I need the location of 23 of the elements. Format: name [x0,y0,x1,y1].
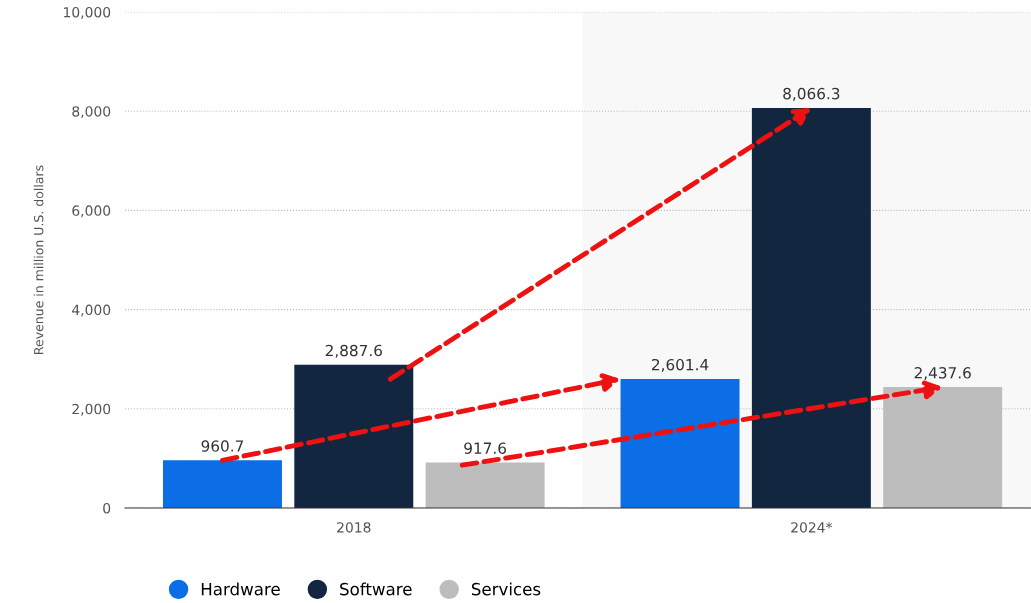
y-tick-label: 0 [103,502,111,514]
y-tick-label: 4,000 [72,304,111,317]
data-label: 917.6 [464,442,507,454]
legend-label: Hardware [201,582,280,596]
bar [294,364,414,508]
x-tick-label: 2024* [791,522,833,533]
legend-label: Software [340,582,412,596]
y-axis-title: Revenue in million U.S. dollars [33,165,44,354]
bar [620,378,740,508]
y-tick-label: 10,000 [64,6,111,19]
legend-label: Services [471,582,541,596]
bar [162,460,282,508]
data-label: 2,437.6 [914,367,971,381]
data-label: 2,887.6 [325,344,382,358]
data-label: 2,601.4 [652,358,709,373]
y-tick-label: 2,000 [72,403,111,416]
data-label: 960.7 [201,440,244,452]
bar [751,107,871,508]
y-tick-label: 6,000 [72,205,111,218]
data-label: 8,066.3 [783,87,840,101]
bar [425,462,545,508]
y-tick-label: 8,000 [72,106,111,119]
x-tick-label: 2018 [337,522,371,533]
